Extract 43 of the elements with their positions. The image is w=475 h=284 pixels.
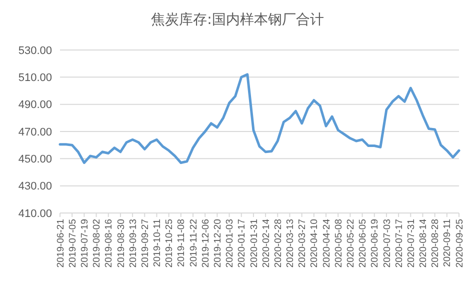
- x-tick-label: 2020-08-28: [430, 219, 442, 268]
- x-tick-label: 2020-02-28: [272, 219, 284, 268]
- x-tick-label: 2020-01-31: [248, 219, 260, 268]
- line-series: [58, 73, 460, 164]
- x-tick-label: 2019-07-19: [80, 219, 91, 268]
- x-tick-label: 2020-03-13: [285, 219, 296, 268]
- x-tick-label: 2019-08-02: [92, 219, 103, 268]
- y-tick-label: 490.00: [18, 99, 52, 112]
- x-tick-label: 2020-06-19: [370, 219, 381, 268]
- y-tick-label: 430.00: [18, 180, 52, 193]
- x-tick-label: 2020-08-14: [418, 219, 430, 268]
- x-tick-label: 2020-01-17: [236, 219, 248, 268]
- y-tick-label: 470.00: [18, 126, 52, 138]
- y-tick-label: 510.00: [18, 72, 52, 84]
- x-tick-label: 2020-01-03: [224, 219, 236, 268]
- x-tick-label: 2020-05-08: [333, 219, 344, 268]
- x-tick-label: 2020-04-24: [321, 219, 332, 268]
- x-tick-label: 2020-07-17: [394, 219, 405, 268]
- x-tick-label: 2020-02-14: [260, 219, 272, 268]
- x-tick-label: 2020-04-10: [309, 219, 320, 268]
- x-tick-label: 2020-06-05: [358, 219, 369, 268]
- x-tick-label: 2019-09-27: [140, 219, 151, 268]
- x-tick-label: 2020-05-22: [346, 219, 357, 268]
- x-tick-label: 2019-08-16: [104, 219, 115, 268]
- x-tick-label: 2019-09-13: [128, 219, 139, 268]
- x-tick-label: 2020-09-11: [442, 219, 454, 267]
- x-tick-label: 2019-10-25: [164, 219, 176, 268]
- y-tick-label: 410.00: [18, 208, 52, 220]
- chart-title: 焦炭库存:国内样本钢厂合计: [151, 12, 324, 28]
- y-tick-label: 450.00: [18, 154, 52, 166]
- x-tick-label: 2019-06-21: [55, 219, 66, 268]
- x-tick-label: 2020-09-25: [454, 219, 466, 268]
- x-tick-label: 2019-11-22: [188, 219, 200, 267]
- x-tick-label: 2019-08-30: [116, 219, 127, 268]
- x-tick-label: 2020-07-03: [382, 219, 393, 268]
- x-tick-label: 2020-03-27: [297, 219, 308, 268]
- x-tick-label: 2019-12-06: [200, 219, 212, 268]
- x-tick-label: 2020-07-31: [406, 219, 417, 268]
- x-tick-label: 2019-11-08: [176, 219, 188, 267]
- x-tick-label: 2019-10-11: [152, 219, 164, 267]
- y-tick-label: 530.00: [18, 44, 52, 57]
- x-tick-label: 2019-12-20: [212, 219, 224, 268]
- x-tick-label: 2019-07-05: [67, 219, 78, 268]
